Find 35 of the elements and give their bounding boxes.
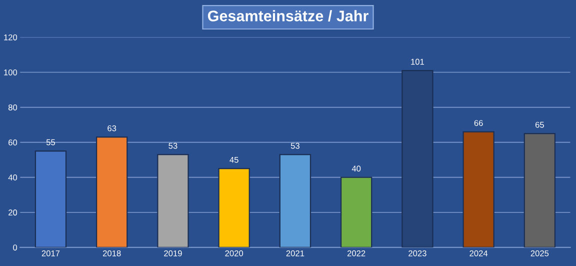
bar: [96, 136, 128, 248]
data-label: 66: [474, 120, 483, 126]
y-tick-label: 40: [8, 174, 18, 180]
x-tick-label: 2025: [530, 250, 549, 256]
bar: [34, 150, 67, 248]
chart-title: Gesamteinsätze / Jahr: [208, 10, 368, 22]
y-tick-label: 120: [4, 34, 18, 40]
data-label: 45: [230, 156, 238, 163]
x-tick-label: 2022: [347, 250, 366, 256]
x-tick-label: 2023: [408, 250, 426, 256]
data-label: 53: [168, 142, 178, 149]
bar: [524, 133, 556, 248]
y-tick-label: 100: [4, 69, 18, 76]
data-label: 101: [411, 58, 424, 65]
x-tick-label: 2017: [42, 250, 60, 256]
bar: [218, 168, 250, 248]
y-tick-label: 80: [8, 104, 18, 110]
data-label: 40: [352, 166, 361, 172]
y-tick-label: 60: [8, 140, 18, 146]
data-label: 65: [535, 122, 544, 128]
x-tick-label: 2021: [286, 250, 304, 256]
bar: [462, 131, 494, 248]
bar: [279, 154, 312, 248]
y-tick-label: 0: [13, 244, 18, 250]
y-tick-label: 20: [8, 210, 18, 216]
x-tick-label: 2018: [102, 250, 121, 256]
bar: [157, 154, 189, 248]
x-tick-label: 2019: [164, 250, 182, 256]
x-tick-label: 2024: [470, 250, 488, 256]
bar: [340, 176, 372, 248]
data-label: 55: [46, 139, 56, 146]
data-label: 53: [290, 142, 300, 149]
x-tick-label: 2020: [225, 250, 244, 256]
bar: [402, 70, 434, 248]
data-label: 63: [108, 125, 116, 132]
